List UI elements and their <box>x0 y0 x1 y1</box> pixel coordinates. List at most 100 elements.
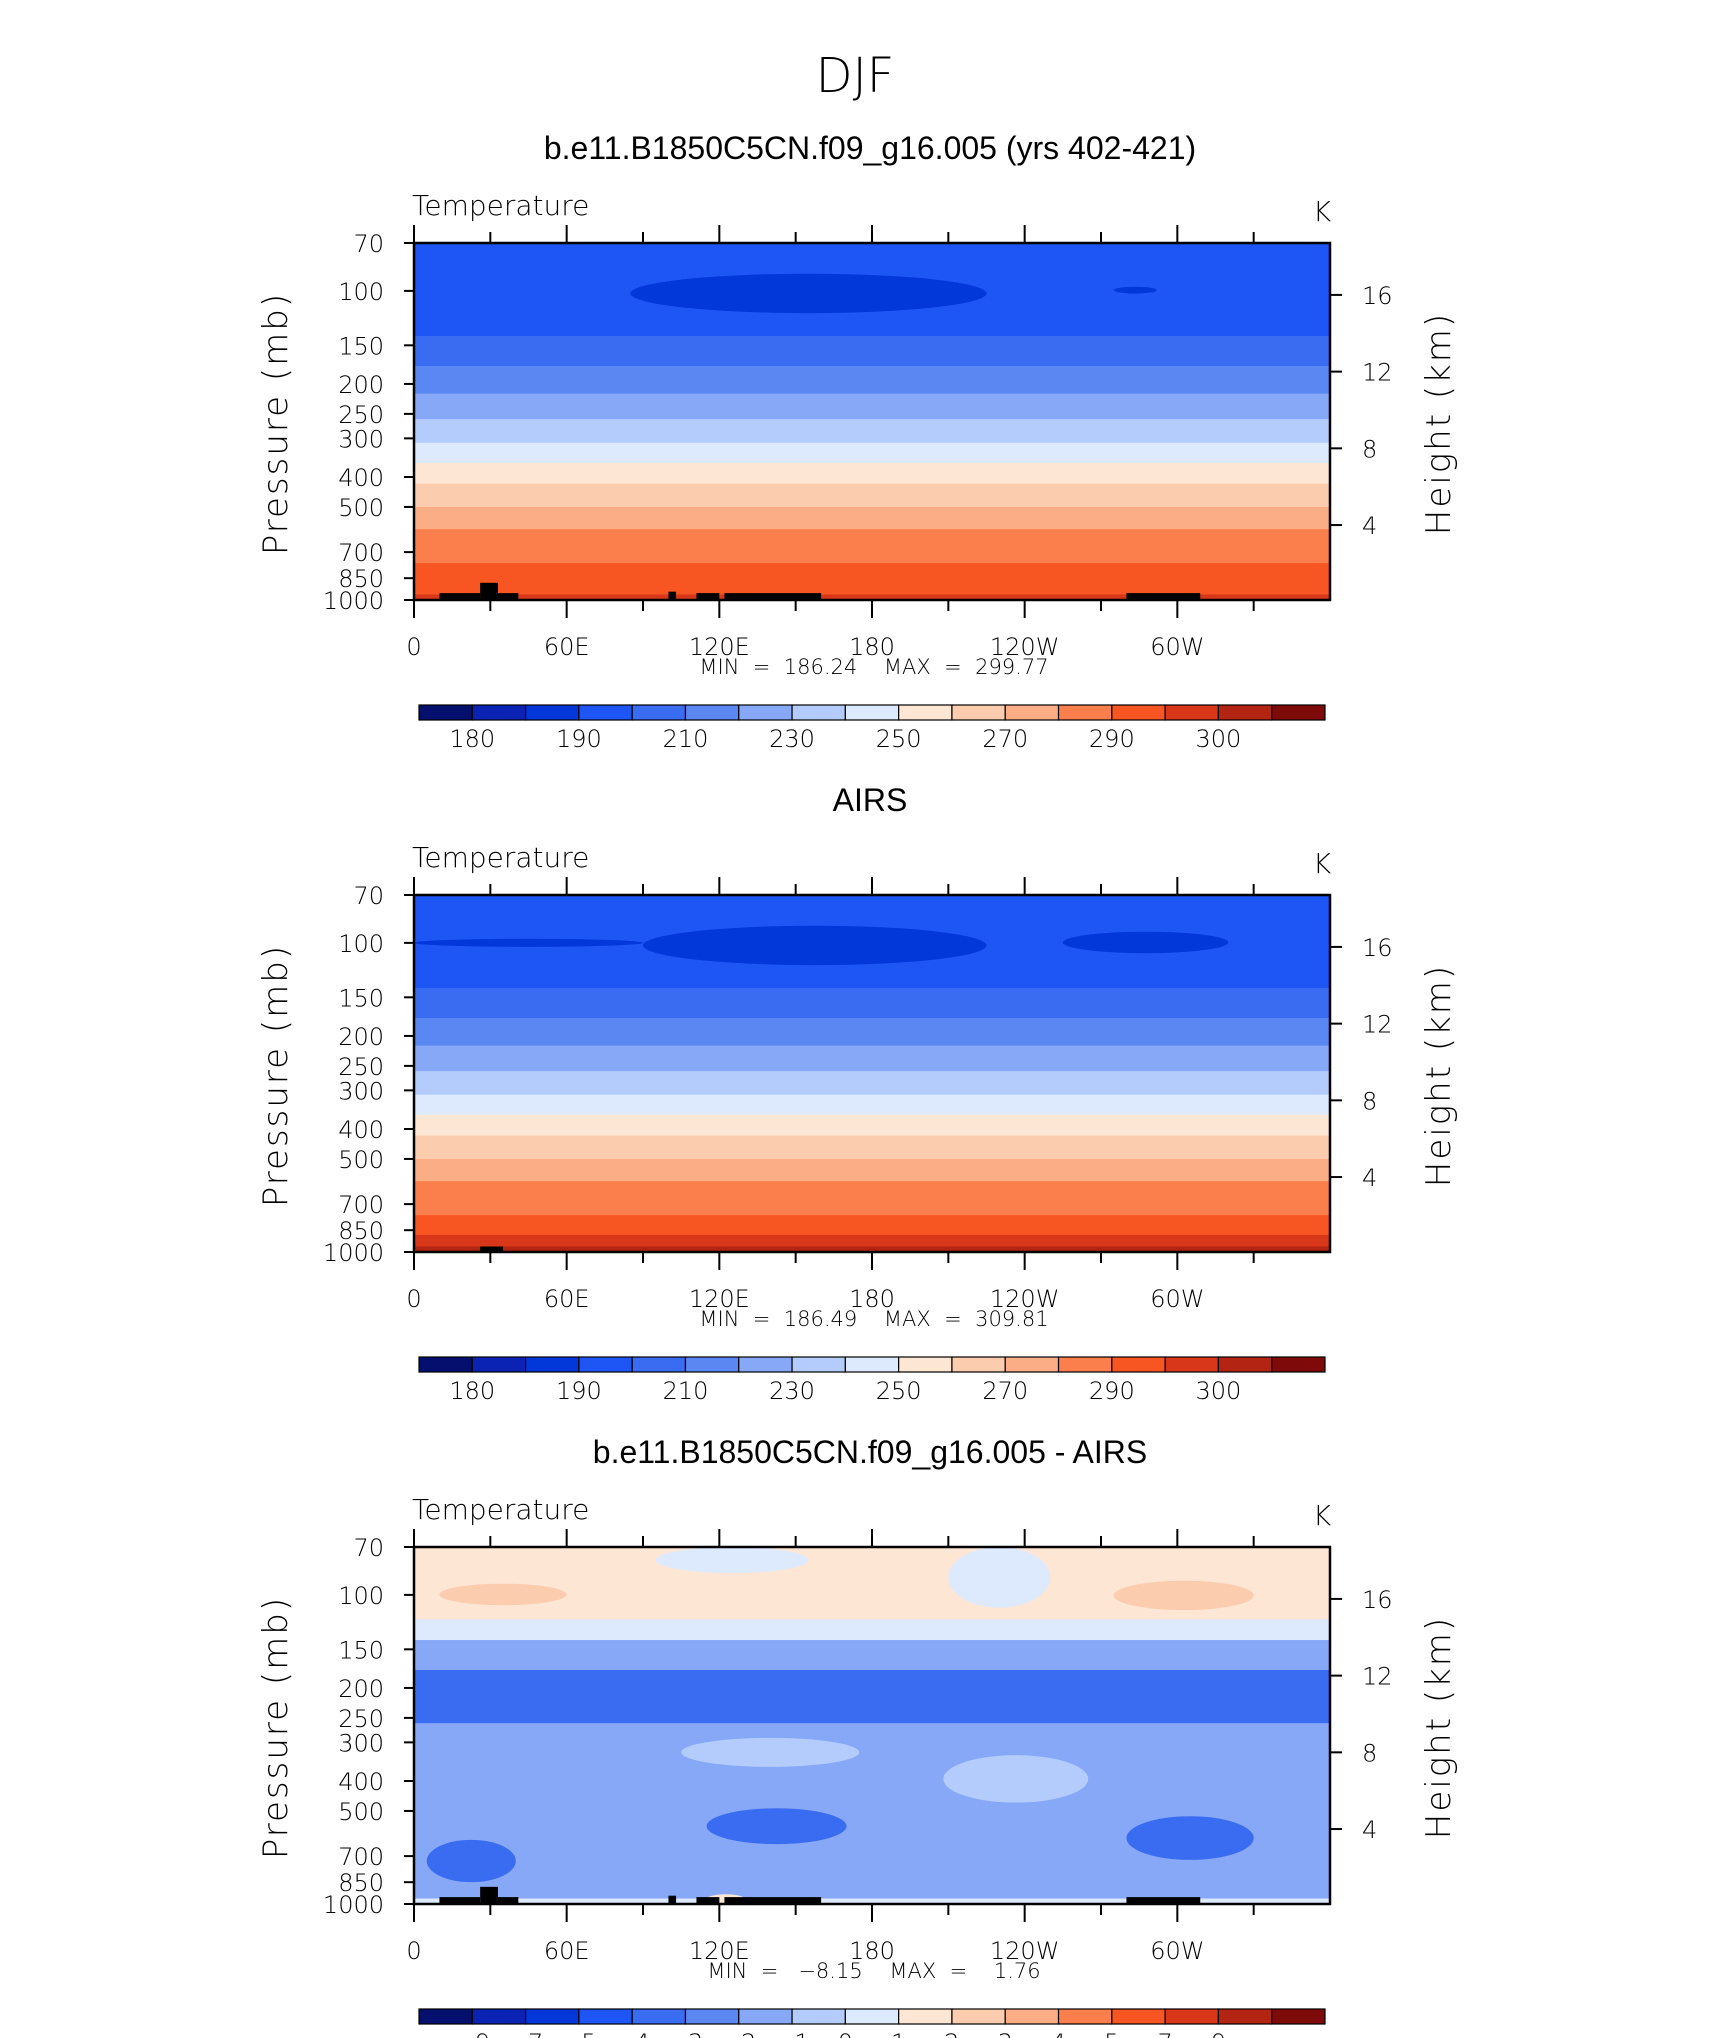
colorbar-swatch <box>578 1356 633 1373</box>
colorbar-swatch <box>1057 704 1113 721</box>
colorbar-label: −9 <box>455 2029 490 2038</box>
x-tick-label: 60W <box>1150 1285 1204 1313</box>
colorbar-swatch <box>1004 704 1060 721</box>
colorbar-label: 210 <box>663 725 709 753</box>
colorbar-label: −2 <box>721 2029 756 2038</box>
contour-feature <box>1062 931 1229 954</box>
colorbar-label: −5 <box>561 2029 596 2038</box>
colorbar-label: −7 <box>508 2029 543 2038</box>
x-tick-label: 120W <box>990 1937 1060 1965</box>
contour-feature <box>655 1547 809 1574</box>
contour-band <box>414 1619 1330 1641</box>
contour-band <box>414 336 1330 367</box>
colorbar-label: 250 <box>876 1377 922 1405</box>
y-tick-label: 400 <box>338 1116 384 1144</box>
x-tick-label: 180 <box>849 1285 895 1313</box>
colorbar-label: 180 <box>449 725 495 753</box>
contour-band <box>414 594 1330 601</box>
contour-feature <box>414 938 643 947</box>
y2-axis-title: Height (km) <box>1419 1616 1459 1839</box>
colorbar-swatch <box>898 1356 953 1373</box>
colorbar-swatch <box>951 704 1006 721</box>
y-tick-label: 70 <box>353 882 384 910</box>
colorbar-swatch <box>1057 2008 1113 2025</box>
y2-tick-label: 8 <box>1362 1739 1377 1767</box>
colorbar-label: 300 <box>1196 1377 1242 1405</box>
contour-band <box>414 483 1330 508</box>
terrain-mask <box>724 1897 822 1904</box>
contour-band <box>414 1094 1330 1116</box>
colorbar-label: 3 <box>998 2029 1013 2038</box>
terrain-mask <box>480 582 498 600</box>
y2-tick-label: 16 <box>1362 282 1393 310</box>
contour-band <box>414 1246 1330 1253</box>
contour-feature <box>439 1583 567 1606</box>
terrain-mask <box>1126 1897 1201 1904</box>
colorbar-swatch <box>1164 704 1220 721</box>
contour-band <box>414 442 1330 464</box>
y-tick-label: 200 <box>338 371 384 399</box>
colorbar-swatch <box>631 2008 687 2025</box>
x-tick-label: 180 <box>849 633 895 661</box>
contour-feature <box>643 925 987 966</box>
colorbar-label: 290 <box>1089 725 1135 753</box>
y-tick-label: 100 <box>338 930 384 958</box>
contour-band <box>414 462 1330 485</box>
min-max-stats: MIN = −8.15 MAX = 1.76 <box>707 1959 1040 1983</box>
colorbar-label: 300 <box>1196 725 1242 753</box>
y-axis-title: Pressure (mb) <box>256 1596 296 1859</box>
y-tick-label: 850 <box>338 1869 384 1897</box>
colorbar-swatch <box>1004 2008 1060 2025</box>
colorbar-swatch <box>791 1356 846 1373</box>
y-tick-label: 400 <box>338 464 384 492</box>
y-tick-label: 70 <box>353 1534 384 1562</box>
colorbar-swatch <box>418 2008 473 2025</box>
x-tick-label: 60E <box>544 1937 590 1965</box>
colorbar-swatch <box>524 1356 580 1373</box>
min-max-stats: MIN = 186.49 MAX = 309.81 <box>699 1307 1048 1331</box>
colorbar-swatch <box>1271 2008 1326 2025</box>
units-label: K <box>1313 195 1332 228</box>
y-tick-label: 850 <box>338 1217 384 1245</box>
y2-tick-label: 12 <box>1362 1663 1393 1691</box>
y-tick-label: 1000 <box>323 1239 384 1267</box>
chart-title: b.e11.B1850C5CN.f09_g16.005 (yrs 402-421… <box>544 130 1196 166</box>
colorbar-swatch <box>844 704 900 721</box>
contour-band <box>414 1215 1330 1236</box>
contour-feature <box>681 1737 860 1767</box>
x-tick-label: 120E <box>689 1285 750 1313</box>
colorbar-label: 290 <box>1089 1377 1135 1405</box>
terrain-mask <box>724 593 822 600</box>
colorbar-label: 270 <box>982 725 1028 753</box>
contour-band <box>414 1135 1330 1160</box>
colorbar-swatch <box>898 2008 953 2025</box>
contour-band <box>414 1898 1330 1905</box>
y-tick-label: 700 <box>338 539 384 567</box>
contour-band <box>414 1723 1330 1900</box>
colorbar-label: 7 <box>1157 2029 1172 2038</box>
variable-label: Temperature <box>412 1493 589 1526</box>
y-tick-label: 250 <box>338 401 384 429</box>
x-tick-label: 180 <box>849 1937 895 1965</box>
y-tick-label: 500 <box>338 1146 384 1174</box>
x-tick-label: 120W <box>990 1285 1060 1313</box>
colorbar-swatch <box>1271 704 1326 721</box>
colorbar-label: 230 <box>769 725 815 753</box>
colorbar-label: 0 <box>838 2029 853 2038</box>
y-tick-label: 100 <box>338 1582 384 1610</box>
contour-band <box>414 1158 1330 1182</box>
colorbar-label: −4 <box>614 2029 649 2038</box>
colorbar-label: 1 <box>891 2029 906 2038</box>
colorbar-swatch <box>578 704 633 721</box>
y-tick-label: 200 <box>338 1023 384 1051</box>
units-label: K <box>1313 847 1332 880</box>
terrain-mask <box>439 593 481 600</box>
contour-band <box>414 563 1330 596</box>
colorbar-swatch <box>684 2008 740 2025</box>
colorbar-label: 180 <box>449 1377 495 1405</box>
y-tick-label: 300 <box>338 1729 384 1757</box>
contour-feature <box>943 1755 1089 1803</box>
variable-label: Temperature <box>412 189 589 222</box>
contour-feature <box>630 273 987 314</box>
y-tick-label: 700 <box>338 1843 384 1871</box>
